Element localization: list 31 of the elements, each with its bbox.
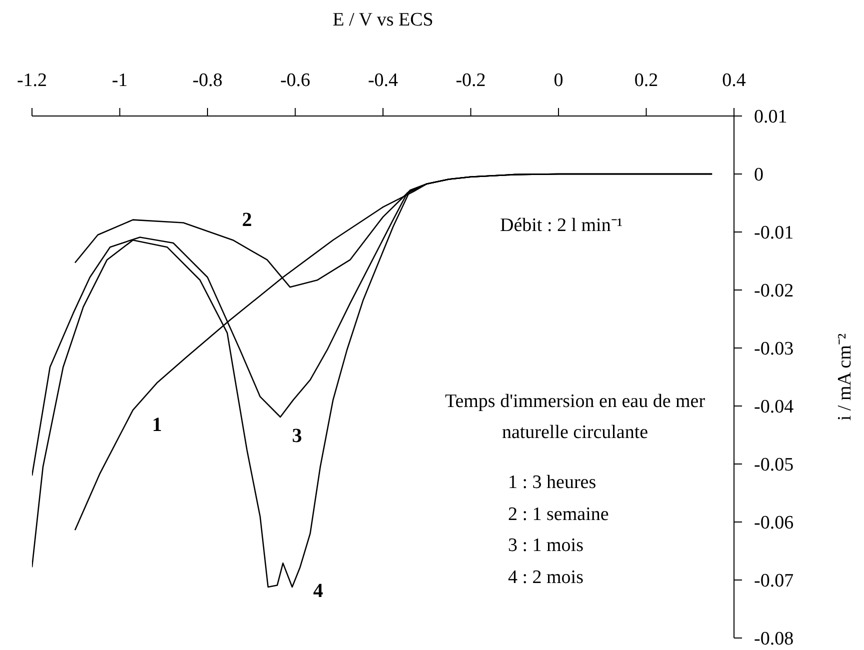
- y-axis-title: i / mA cm⁻²: [834, 333, 856, 421]
- x-tick-label: -0.8: [192, 70, 223, 91]
- y-tick-label: -0.04: [754, 396, 794, 418]
- x-tick-label: -1.2: [16, 70, 48, 91]
- series-label: 1: [152, 414, 162, 436]
- y-tick-label: -0.02: [754, 280, 794, 302]
- x-axis-title: E / V vs ECS: [332, 9, 434, 30]
- x-tick-label: 0: [554, 70, 564, 91]
- annotation: 2 : 1 semaine: [508, 504, 609, 526]
- series-label: 4: [313, 580, 324, 602]
- series-label: 3: [292, 425, 302, 448]
- annotation: 1 : 3 heures: [508, 472, 596, 494]
- y-tick-label: -0.08: [754, 628, 794, 650]
- x-tick-label: -0.2: [456, 70, 486, 91]
- x-tick-label: 0.4: [722, 70, 746, 91]
- y-tick-label: -0.01: [754, 222, 794, 244]
- y-tick-label: -0.03: [754, 338, 794, 360]
- annotation: Débit : 2 l min⁻¹: [500, 214, 623, 237]
- annotation: Temps d'immersion en eau de mer naturelle circulante: [444, 390, 706, 445]
- x-tick-label: -0.6: [280, 70, 310, 91]
- annotation: 3 : 1 mois: [508, 535, 584, 557]
- y-tick-label: 0.01: [754, 106, 788, 128]
- y-tick-label: 0: [754, 164, 764, 186]
- y-tick-label: -0.07: [754, 570, 794, 592]
- x-tick-label: 0.2: [634, 70, 658, 91]
- annotation: 4 : 2 mois: [508, 566, 584, 588]
- series-label: 2: [242, 209, 252, 232]
- x-tick-label: -1: [112, 70, 128, 91]
- y-tick-label: -0.05: [754, 454, 794, 476]
- y-tick-label: -0.06: [754, 512, 794, 534]
- x-tick-label: -0.4: [368, 70, 399, 91]
